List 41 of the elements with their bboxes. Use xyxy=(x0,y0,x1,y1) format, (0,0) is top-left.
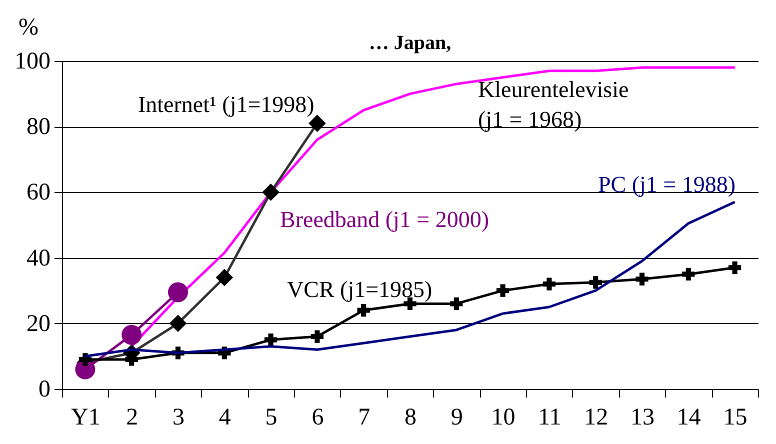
y-axis-title: % xyxy=(18,14,38,40)
series-label: PC (j1 = 1988) xyxy=(598,172,736,197)
x-tick-label: 8 xyxy=(404,404,416,430)
y-tick-label: 40 xyxy=(26,245,50,272)
x-tick-label: 2 xyxy=(126,404,138,430)
y-tick-label: 80 xyxy=(26,114,50,140)
point xyxy=(357,304,370,317)
x-tick-label: 5 xyxy=(265,404,278,430)
x-tick-label: 13 xyxy=(630,404,654,430)
y-tick-label: 0 xyxy=(38,376,50,402)
x-tick-label: 9 xyxy=(450,404,463,430)
x-tick-label: 12 xyxy=(584,404,608,430)
point xyxy=(728,261,742,274)
y-tick-label: 20 xyxy=(26,310,50,337)
chart-title: … Japan, xyxy=(368,32,452,54)
series-label: Internet¹ (j1=1998) xyxy=(138,92,314,117)
x-tick-label: 10 xyxy=(491,404,516,430)
point xyxy=(264,333,278,346)
point xyxy=(682,268,695,281)
y-tick-label: 100 xyxy=(14,48,50,74)
x-tick-label: 11 xyxy=(538,404,562,430)
point xyxy=(78,353,92,366)
point xyxy=(122,324,142,345)
text: Breedband (j1 = 2000) xyxy=(280,207,490,232)
x-tick-label: Y1 xyxy=(71,404,100,430)
series-label: Kleurentelevisie (j1 = 1968) xyxy=(478,77,629,132)
x-tick-label: 15 xyxy=(723,404,748,430)
point xyxy=(168,282,188,302)
x-tick-label: 14 xyxy=(676,404,701,430)
point xyxy=(636,272,648,286)
series-label: VCR (j1=1985) xyxy=(287,277,432,302)
x-tick-label: 3 xyxy=(172,404,184,430)
x-tick-label: 4 xyxy=(218,404,231,430)
x-tick-label: 6 xyxy=(312,404,324,430)
x-tick-label: 7 xyxy=(358,404,370,430)
y-tick-label: 60 xyxy=(26,180,50,206)
point xyxy=(450,297,463,310)
point xyxy=(542,278,556,290)
point xyxy=(589,276,602,289)
point xyxy=(310,330,324,343)
point xyxy=(496,284,510,297)
